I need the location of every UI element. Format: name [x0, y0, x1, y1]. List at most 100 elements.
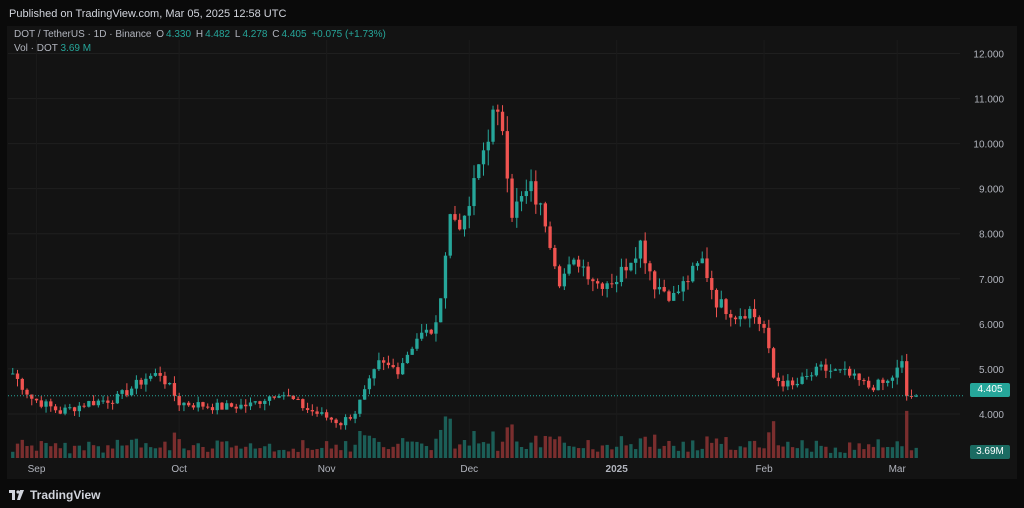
candle-body: [453, 214, 457, 220]
candle-body: [68, 407, 72, 409]
volume-bar: [163, 441, 167, 458]
candle-body: [790, 380, 795, 386]
candle-body: [686, 281, 690, 283]
candle-body: [34, 398, 39, 401]
candle-body: [415, 338, 419, 349]
candle-body: [272, 396, 276, 398]
candle-body: [96, 400, 101, 406]
candle-body: [168, 383, 172, 385]
volume-bar: [510, 424, 514, 458]
candle-body: [748, 308, 752, 319]
price-tick-label: 11.000: [974, 95, 1004, 106]
candle-body: [30, 394, 34, 399]
time-tick-label: Nov: [318, 464, 336, 475]
candle-body: [282, 395, 286, 397]
candle-body: [477, 164, 481, 179]
volume-bar: [168, 450, 172, 458]
chart-panel[interactable]: [7, 26, 1017, 479]
candle-body: [667, 291, 671, 301]
candle-body: [396, 367, 400, 375]
candle-body: [429, 329, 433, 334]
volume-bar: [890, 447, 895, 458]
candle-body: [752, 308, 757, 318]
candle-body: [819, 364, 823, 367]
candle-body: [15, 373, 20, 379]
candle-body: [139, 379, 143, 385]
candle-body: [182, 402, 186, 406]
volume-bar: [743, 447, 747, 458]
candle-body: [857, 373, 861, 381]
volume-bar: [443, 416, 448, 458]
volume-bar: [348, 451, 353, 458]
candle-body: [72, 407, 77, 412]
candle-body: [158, 373, 162, 376]
volume-bar: [686, 451, 690, 458]
candle-body: [572, 259, 576, 265]
candle-body: [648, 263, 652, 272]
candle-body: [220, 402, 224, 410]
volume-bar: [401, 438, 405, 458]
volume-bar: [814, 440, 819, 458]
volume-bar: [748, 441, 752, 458]
candle-body: [367, 378, 372, 390]
volume-bar: [529, 442, 533, 458]
price-tick-label: 8.000: [979, 230, 1004, 241]
candle-body: [828, 370, 833, 372]
volume-bar: [63, 442, 67, 458]
volume-bar: [672, 445, 676, 458]
candle-body: [871, 387, 876, 391]
volume-bar: [253, 448, 257, 458]
time-tick-label: Sep: [28, 464, 46, 475]
candle-body: [401, 363, 405, 375]
volume-bar: [272, 451, 276, 458]
candle-body: [833, 369, 838, 371]
candle-body: [82, 405, 86, 407]
candle-body: [372, 369, 376, 379]
candle-body: [591, 279, 595, 282]
candle-body: [600, 283, 605, 289]
volume-bar: [286, 451, 291, 458]
volume-bar: [909, 450, 914, 458]
candle-body: [805, 375, 809, 377]
volume-bar: [153, 448, 158, 458]
volume-bar: [353, 444, 357, 458]
time-tick-label: 2025: [606, 464, 629, 475]
candle-body: [629, 262, 633, 271]
close-label: C: [272, 29, 280, 40]
candle-body: [11, 373, 15, 375]
volume-bar: [895, 441, 899, 458]
volume-bar: [819, 445, 823, 458]
candle-body: [329, 417, 334, 420]
volume-bar: [638, 438, 643, 458]
volume-bar: [196, 443, 200, 458]
volume-bar: [72, 445, 77, 458]
volume-bar: [610, 449, 614, 458]
candle-body: [614, 282, 619, 285]
volume-bar: [68, 453, 72, 458]
volume-bar: [405, 441, 410, 458]
price-tick-label: 12.000: [973, 50, 1004, 61]
candle-body: [377, 360, 381, 370]
volume-bar: [600, 445, 605, 458]
candle-body: [809, 375, 814, 377]
candle-body: [134, 379, 139, 389]
candle-body: [187, 402, 191, 406]
volume-bar: [724, 437, 728, 458]
candle-body: [210, 407, 215, 411]
candle-body: [567, 264, 571, 274]
candle-body: [672, 293, 676, 301]
volume-bar: [795, 448, 800, 458]
tradingview-logo[interactable]: TradingView: [9, 488, 100, 502]
volume-bar: [120, 445, 124, 458]
volume-bar: [377, 441, 381, 458]
high-value: 4.482: [205, 29, 231, 40]
volume-bar: [239, 448, 243, 458]
candle-body: [324, 412, 329, 418]
candle-body: [196, 402, 200, 408]
volume-bar: [339, 450, 343, 458]
volume-bar: [553, 439, 557, 458]
volume-bar: [496, 450, 500, 458]
volume-bar: [562, 442, 567, 458]
volume-bar: [244, 446, 248, 458]
